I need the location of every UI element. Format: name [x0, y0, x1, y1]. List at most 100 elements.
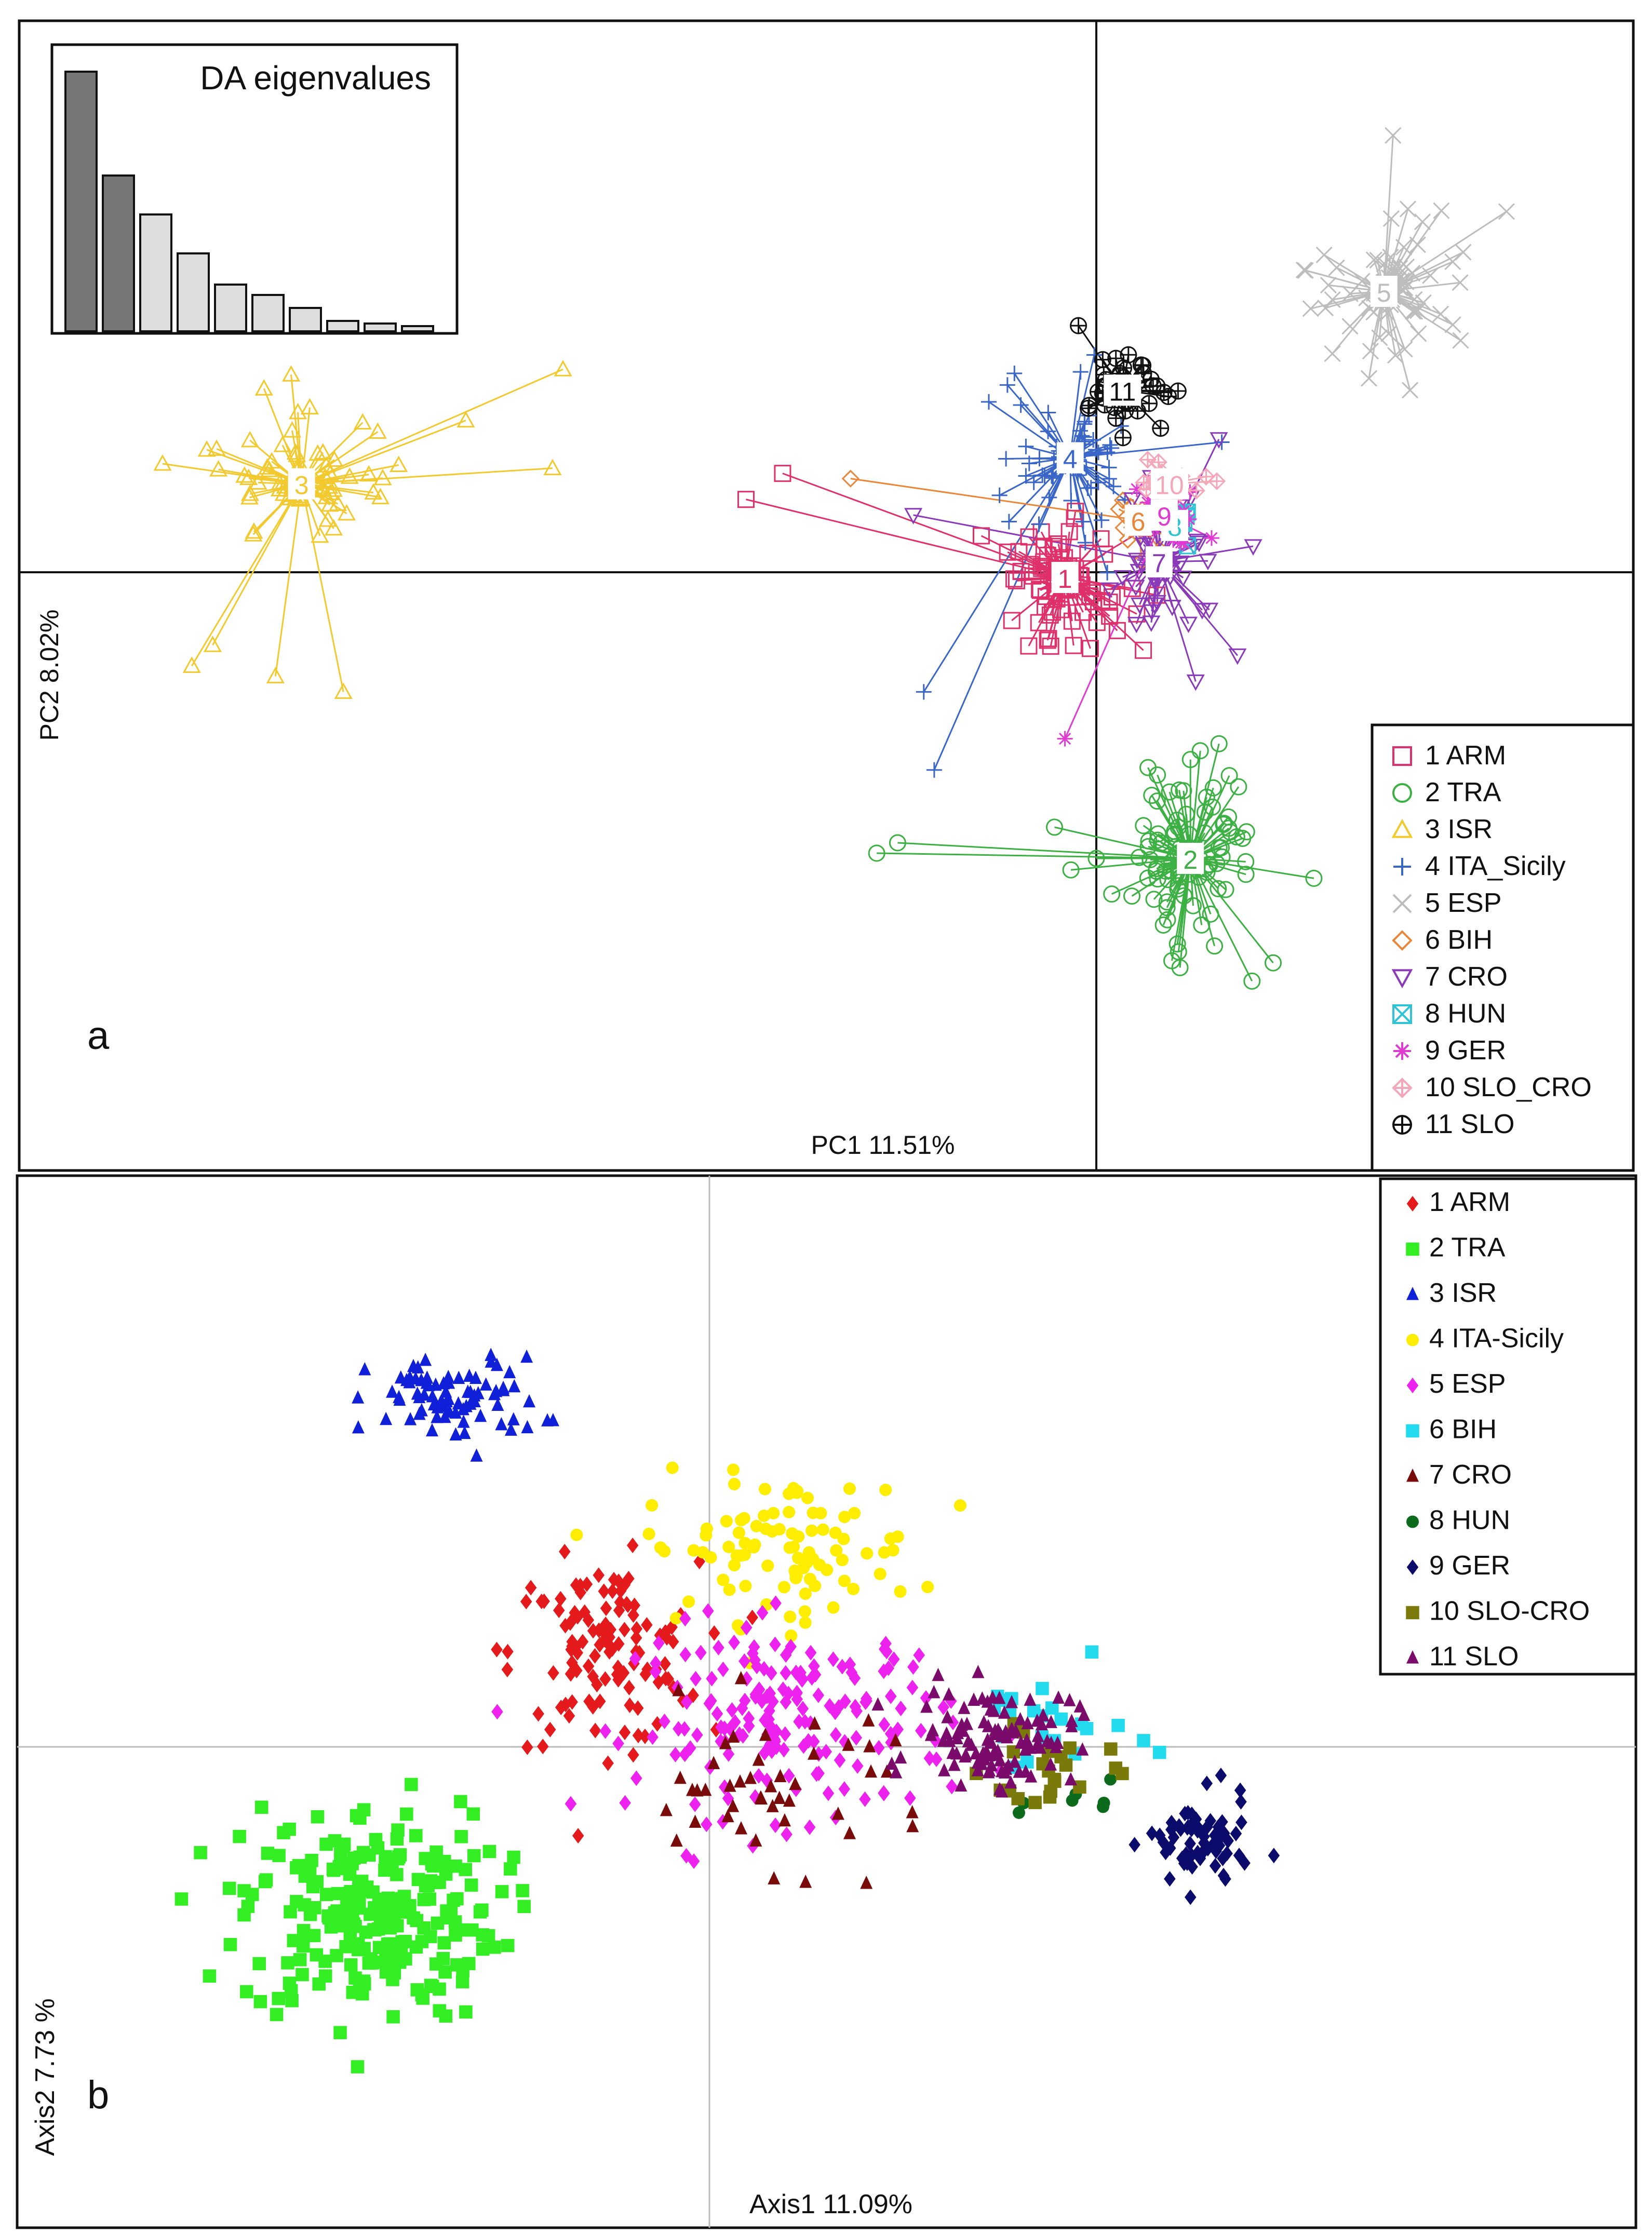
panel-a-point-2 — [1237, 853, 1255, 870]
panel-a-point-7 — [1163, 600, 1181, 616]
panel-b-point-9 — [1201, 1775, 1213, 1792]
panel-b-point-7 — [778, 1813, 791, 1827]
panel-a-point-9 — [1129, 481, 1145, 497]
panel-a-point-7 — [1130, 597, 1149, 614]
panel-b-point-9 — [1167, 1829, 1180, 1846]
panel-b-point-5 — [888, 1651, 900, 1667]
panel-b-point-11 — [1008, 1754, 1021, 1768]
panel-b-point-11 — [938, 1763, 951, 1776]
panel-b-point-3 — [474, 1408, 487, 1422]
panel-b-point-7 — [699, 1782, 712, 1796]
panel-b-point-11 — [940, 1726, 953, 1740]
panel-a-point-5 — [1391, 260, 1408, 277]
panel-a-point-3 — [324, 480, 343, 497]
panel-b-point-7 — [773, 1790, 786, 1804]
panel-b-point-2 — [290, 1861, 303, 1875]
panel-a-point-2 — [1221, 823, 1239, 841]
panel-b-point-3 — [503, 1365, 516, 1379]
panel-b-point-8 — [1104, 1773, 1117, 1786]
panel-a-point-7 — [1130, 564, 1148, 581]
panel-b-point-10 — [1011, 1792, 1025, 1806]
panel-a-link-7 — [1158, 561, 1238, 656]
panel-b-point-1 — [612, 1672, 624, 1688]
panel-b-point-5 — [764, 1686, 776, 1702]
panel-a-point-4 — [981, 394, 997, 410]
panel-b-point-3 — [520, 1349, 533, 1363]
panel-a-link-4 — [1069, 355, 1095, 458]
panel-b-point-1 — [626, 1537, 639, 1553]
panel-b-point-6 — [1137, 1734, 1150, 1747]
panel-b-point-3 — [470, 1448, 483, 1462]
panel-a-point-2 — [1210, 880, 1227, 897]
legend-a-label-3: 3 ISR — [1425, 814, 1493, 844]
panel-b-point-5 — [749, 1687, 761, 1703]
panel-a-point-5 — [1404, 303, 1421, 320]
panel-b-point-7 — [660, 1802, 673, 1816]
panel-b-point-1 — [600, 1600, 612, 1617]
panel-a-point-1 — [1031, 582, 1049, 599]
panel-b-point-5 — [806, 1669, 818, 1686]
panel-b-point-3 — [404, 1412, 417, 1425]
panel-a-point-2 — [1154, 916, 1172, 934]
panel-a-point-4 — [1077, 434, 1093, 450]
panel-a-point-5 — [1365, 251, 1382, 268]
panel-a-point-4 — [1087, 441, 1104, 457]
panel-b-point-7 — [752, 1752, 765, 1766]
panel-b-point-5 — [736, 1700, 748, 1716]
panel-b-point-9 — [1234, 1782, 1246, 1798]
panel-b-point-7 — [735, 1821, 748, 1835]
panel-a-point-3 — [320, 464, 340, 481]
panel-b-point-1 — [571, 1645, 583, 1661]
panel-b-point-5 — [796, 1671, 809, 1687]
panel-a-point-3 — [235, 466, 254, 483]
panel-a-point-2 — [1203, 798, 1221, 816]
panel-b-point-3 — [495, 1417, 508, 1431]
panel-b-point-5 — [759, 1712, 771, 1728]
panel-a-point-1 — [1103, 588, 1121, 606]
panel-b-point-11 — [971, 1763, 984, 1776]
panel-a-point-2 — [1237, 866, 1255, 883]
panel-b-point-2 — [233, 1829, 246, 1843]
panel-b-point-2 — [449, 1928, 462, 1942]
panel-b-point-6 — [1036, 1681, 1049, 1695]
panel-a-point-9 — [1176, 535, 1192, 551]
panel-b-point-9 — [1217, 1850, 1229, 1866]
panel-b-point-4 — [700, 1529, 713, 1542]
panel-b-point-5 — [878, 1717, 890, 1733]
panel-b-point-11 — [943, 1733, 956, 1747]
panel-a-point-2 — [1103, 885, 1121, 903]
panel-b-point-5 — [659, 1713, 670, 1729]
panel-a-point-1 — [1063, 612, 1081, 630]
panel-a-point-5 — [1452, 332, 1469, 349]
panel-a-point-4 — [991, 487, 1008, 503]
panel-b-point-6 — [1085, 1645, 1099, 1659]
panel-b-point-4 — [953, 1499, 966, 1512]
panel-a-point-1 — [1060, 523, 1078, 541]
panel-b-point-5 — [873, 1740, 885, 1756]
panel-b-point-2 — [467, 1849, 481, 1863]
panel-a-point-2 — [1148, 792, 1166, 810]
panel-b-point-11 — [1021, 1716, 1034, 1730]
panel-b-point-2 — [400, 1807, 413, 1821]
panel-b-point-2 — [379, 1850, 392, 1864]
panel-b-point-11 — [986, 1690, 999, 1704]
panel-b-point-1 — [535, 1593, 548, 1609]
panel-a-point-2 — [868, 844, 885, 862]
panel-a-point-3 — [371, 488, 390, 505]
panel-b-point-1 — [659, 1656, 671, 1672]
legend-b-label-7: 7 CRO — [1429, 1460, 1512, 1490]
panel-a-point-2 — [1196, 824, 1214, 842]
panel-b-point-5 — [859, 1791, 871, 1807]
panel-b-point-2 — [344, 1958, 358, 1972]
panel-b-point-2 — [272, 1849, 286, 1862]
panel-a-point-2 — [1230, 778, 1247, 796]
panel-b-point-1 — [662, 1671, 675, 1687]
panel-b-point-5 — [907, 1659, 919, 1675]
panel-b-point-2 — [419, 1852, 433, 1865]
panel-b-point-2 — [405, 1778, 418, 1792]
panel-b-point-4 — [798, 1605, 811, 1618]
panel-a-point-2 — [1087, 850, 1105, 867]
panel-a-point-11 — [1169, 382, 1187, 400]
legend-a-label-7: 7 CRO — [1425, 962, 1508, 992]
panel-b-point-9 — [1215, 1767, 1227, 1783]
